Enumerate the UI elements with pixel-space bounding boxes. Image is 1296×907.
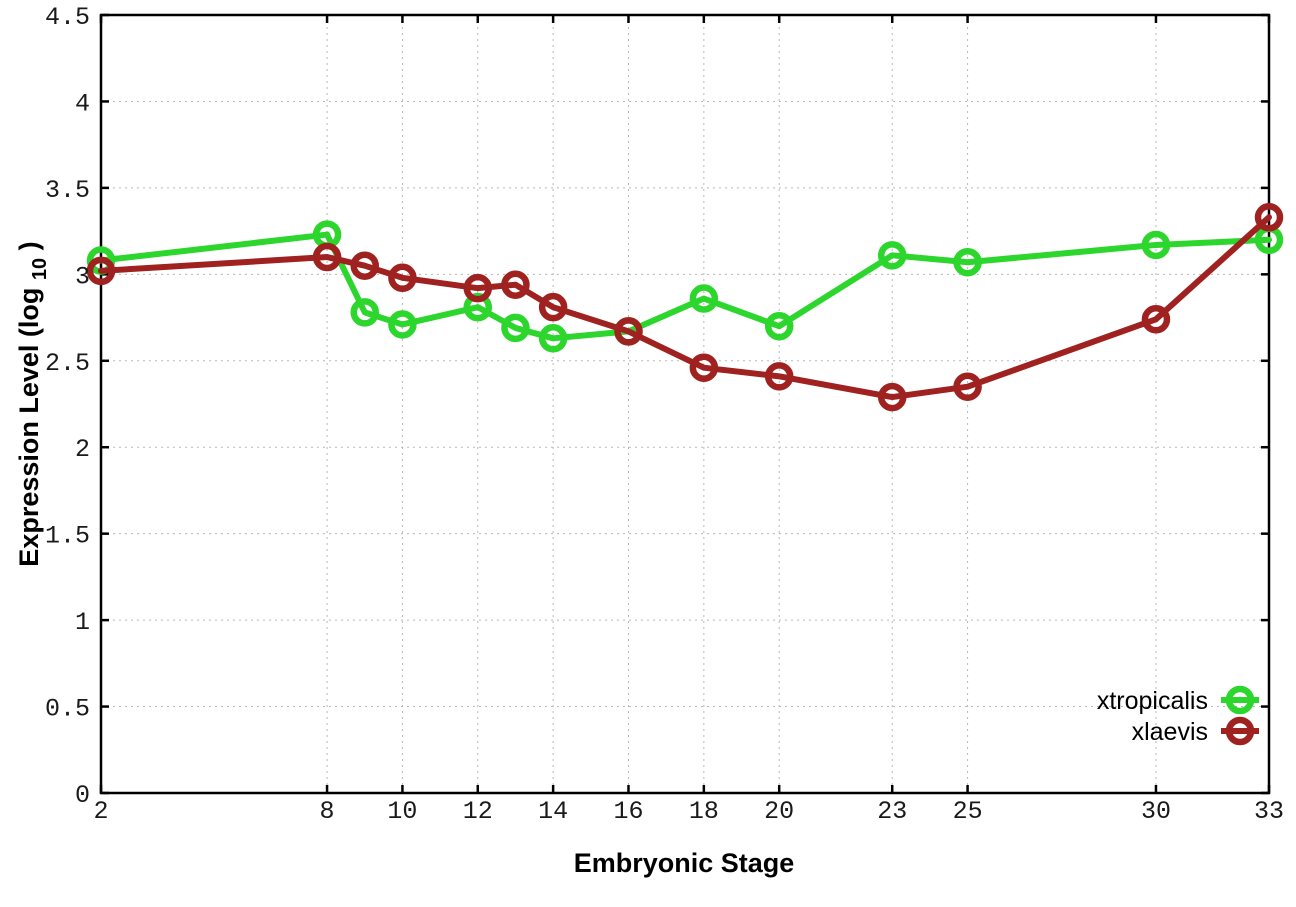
data-point-xlaevis: [877, 382, 907, 412]
data-point-xtropicalis: [501, 313, 530, 343]
x-tick-label: 8: [320, 797, 335, 826]
data-point-xlaevis: [1254, 203, 1284, 232]
data-point-xtropicalis: [1141, 230, 1171, 260]
tick-labels: 2 8 10 12 14 16 18 20 23 25 30 33 0 0.5 1 1.5 2 2.5 3 3.5 4 4…: [45, 3, 1284, 826]
x-tick-label: 18: [689, 797, 719, 826]
y-tick-label: 2: [75, 435, 90, 464]
data-point-xlaevis: [501, 270, 530, 299]
x-tick-label: 23: [877, 797, 907, 826]
series-line-xtropicalis: [98, 231, 1272, 342]
x-tick-label: 16: [613, 797, 643, 826]
y-tick-label: 3.5: [45, 176, 90, 205]
x-tick-label: 25: [953, 797, 983, 826]
data-point-xtropicalis: [388, 310, 417, 339]
data-series: [86, 203, 1284, 412]
y-axis-title-main: Expression Level (log: [14, 288, 44, 567]
x-tick-label: 10: [387, 797, 417, 826]
data-point-xlaevis: [764, 362, 794, 391]
y-tick-label: 0.5: [45, 695, 90, 724]
data-point-xtropicalis: [538, 324, 568, 353]
data-point-xtropicalis: [953, 247, 982, 277]
y-tick-label: 3: [75, 262, 90, 291]
x-tick-label: 20: [764, 797, 794, 826]
data-point-xtropicalis: [877, 241, 907, 270]
legend-marker-xlaevis: [1225, 716, 1255, 746]
x-axis-title: Embryonic Stage: [574, 848, 795, 878]
y-tick-label: 1.5: [45, 522, 90, 551]
y-axis-title-subscript: 10: [29, 258, 51, 280]
y-axis-title: Expression Level (log 10 ): [14, 241, 52, 566]
axes: [99, 13, 1271, 795]
data-point-xlaevis: [350, 251, 379, 280]
y-tick-label: 0: [75, 781, 90, 810]
legend-label-xtropicalis: xtropicalis: [1097, 687, 1208, 715]
data-point-xlaevis: [463, 273, 493, 303]
data-point-xlaevis: [953, 372, 982, 401]
data-point-xlaevis: [1141, 305, 1171, 334]
data-point-xlaevis: [312, 242, 342, 272]
data-point-xtropicalis: [689, 284, 719, 313]
y-tick-label: 1: [75, 608, 90, 637]
grid-lines: [100, 14, 1270, 794]
y-axis-title-close: ): [14, 241, 44, 250]
data-point-xlaevis: [86, 256, 116, 286]
x-tick-label: 14: [538, 797, 568, 826]
legend-label-xlaevis: xlaevis: [1132, 718, 1208, 746]
y-tick-label: 4.5: [45, 3, 90, 32]
data-point-xlaevis: [388, 263, 417, 293]
y-tick-label: 2.5: [45, 349, 90, 378]
data-point-xlaevis: [689, 353, 719, 382]
x-tick-label: 2: [93, 797, 108, 826]
data-point-xlaevis: [614, 317, 643, 346]
data-point-xlaevis: [538, 292, 568, 322]
x-tick-label: 30: [1141, 797, 1171, 826]
legend: xtropicalis xlaevis: [1097, 685, 1259, 746]
legend-marker-xtropicalis: [1225, 685, 1255, 715]
data-point-xtropicalis: [350, 298, 379, 327]
plot-border: [99, 13, 1271, 795]
x-tick-label: 33: [1254, 797, 1284, 826]
data-point-xtropicalis: [764, 311, 794, 341]
x-tick-label: 12: [463, 797, 493, 826]
y-tick-label: 4: [75, 89, 90, 118]
